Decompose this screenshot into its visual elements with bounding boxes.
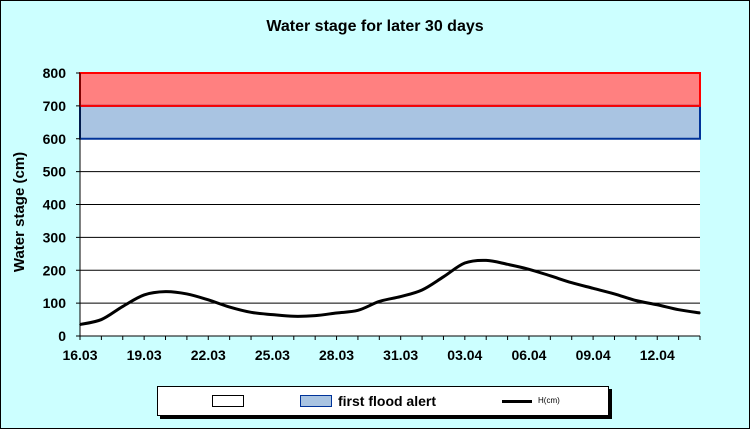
x-tick-label-1: 19.03	[127, 347, 162, 363]
series-point-0-3	[143, 294, 145, 296]
series-point-0-11	[314, 314, 316, 317]
series-point-0-28	[677, 308, 680, 311]
y-tick-label-1: 100	[43, 295, 67, 311]
legend: first flood alert H(cm)	[157, 386, 609, 416]
series-point-0-21	[528, 268, 530, 271]
legend-line-series	[502, 400, 532, 403]
y-tick-label-4: 400	[43, 197, 67, 213]
y-tick-label-5: 500	[43, 164, 67, 180]
series-point-0-17	[442, 276, 445, 278]
series-point-0-7	[228, 306, 231, 308]
y-tick-label-3: 300	[43, 229, 67, 245]
series-point-0-27	[656, 303, 659, 306]
series-point-0-29	[699, 312, 701, 314]
x-tick-label-7: 06.04	[511, 347, 546, 363]
y-tick-label-2: 200	[43, 262, 67, 278]
legend-label-flood-alert: first flood alert	[338, 393, 437, 409]
plot-area: 0 100 200 300 400 500 600 700 800 16.03 19.03 22.03…	[43, 65, 701, 363]
series-point-0-23	[570, 281, 573, 284]
series-point-0-18	[464, 262, 466, 264]
series-point-0-8	[250, 311, 252, 314]
series-point-0-24	[592, 287, 594, 290]
band-1	[80, 105, 700, 139]
series-point-0-5	[186, 293, 188, 295]
x-tick-label-9: 12.04	[640, 347, 675, 363]
x-tick-label-5: 31.03	[383, 347, 418, 363]
series-point-0-12	[335, 312, 338, 314]
series-point-0-20	[506, 263, 509, 266]
series-point-0-10	[292, 315, 295, 318]
series-point-0-6	[207, 299, 210, 301]
series-point-0-19	[485, 259, 488, 262]
legend-swatch-flood-alert	[300, 395, 332, 407]
series-point-0-25	[613, 293, 616, 295]
series-point-0-13	[357, 309, 359, 312]
y-tick-label-8: 800	[43, 65, 67, 81]
series-point-0-2	[121, 305, 124, 308]
legend-swatch-blank	[212, 395, 244, 407]
y-tick-label-6: 600	[43, 131, 67, 147]
x-tick-label-8: 09.04	[576, 347, 611, 363]
series-point-0-26	[635, 299, 637, 302]
x-tick-label-0: 16.03	[62, 347, 97, 363]
series-point-0-0	[79, 323, 81, 326]
legend-label-series: H(cm)	[538, 396, 560, 405]
y-tick-label-7: 700	[43, 98, 67, 114]
series-point-0-4	[164, 290, 167, 293]
x-tick-label-4: 28.03	[319, 347, 354, 363]
chart-title: Water stage for later 30 days	[266, 18, 484, 35]
series-point-0-15	[399, 295, 402, 298]
band-2	[80, 73, 700, 106]
x-tick-label-6: 03.04	[447, 347, 482, 363]
y-axis-label: Water stage (cm)	[11, 152, 28, 272]
series-line-0	[79, 258, 701, 326]
series-point-0-16	[421, 289, 423, 291]
series-point-0-9	[271, 313, 274, 316]
series-point-0-14	[378, 300, 381, 303]
x-tick-label-2: 22.03	[191, 347, 226, 363]
series-point-0-22	[549, 275, 552, 277]
x-tick-label-3: 25.03	[255, 347, 290, 363]
y-tick-label-0: 0	[58, 328, 66, 344]
series-point-0-1	[100, 318, 103, 321]
